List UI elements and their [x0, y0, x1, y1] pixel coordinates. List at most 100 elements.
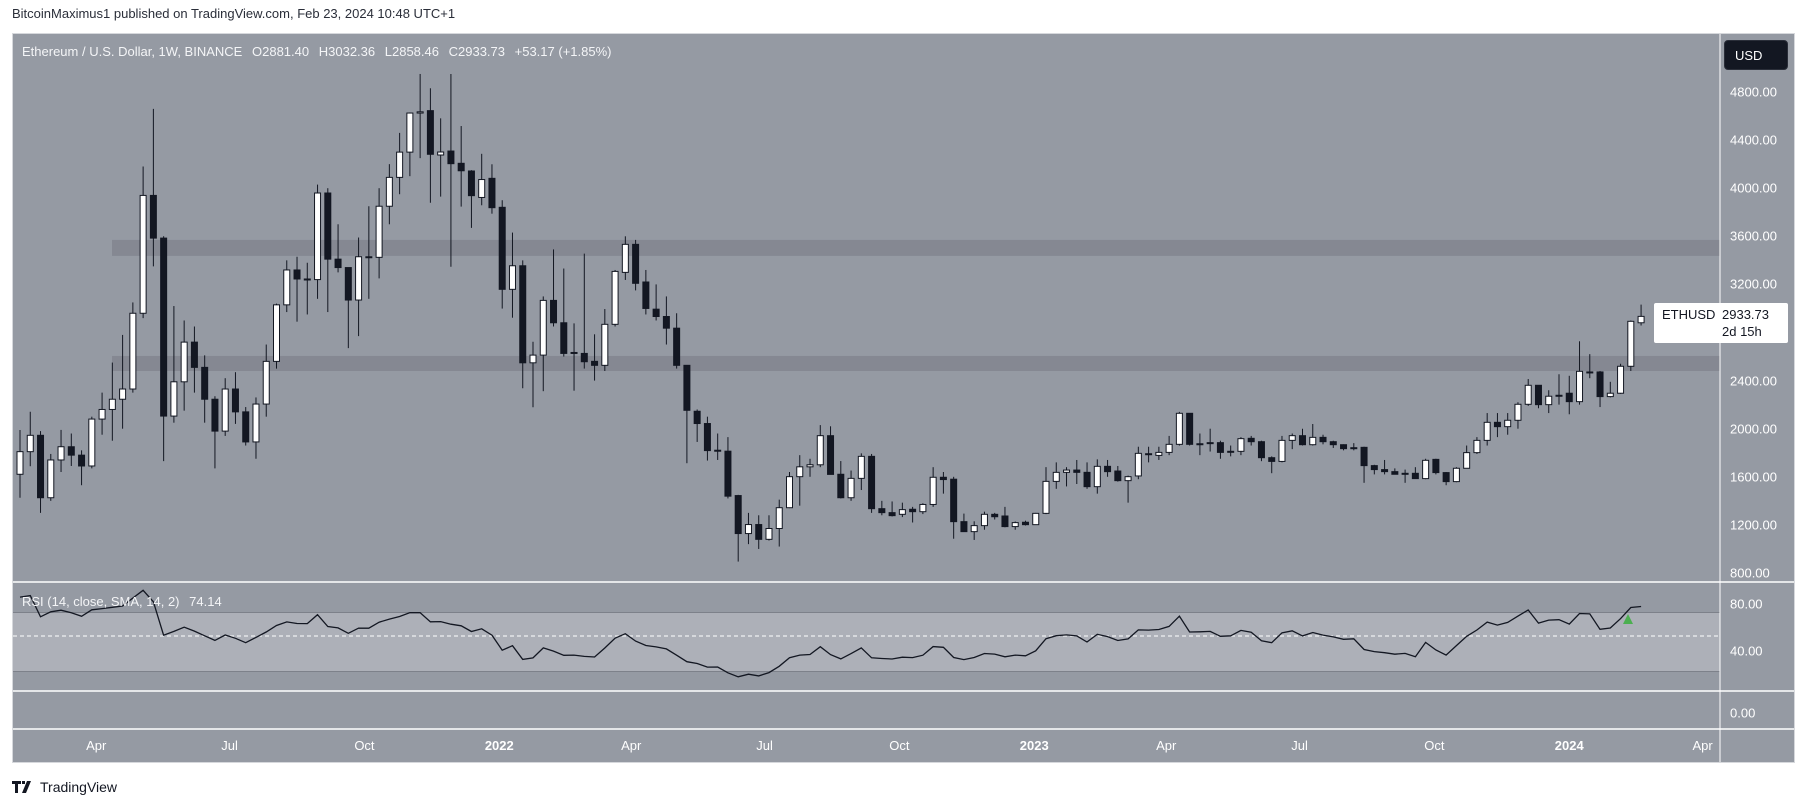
candle-body-down [149, 194, 157, 239]
price-axis-label: 800.00 [1730, 565, 1770, 581]
candle-body-down [334, 258, 342, 269]
price-axis-label: 3600.00 [1730, 228, 1777, 244]
candle-body-down [447, 150, 455, 165]
currency-button[interactable]: USD [1724, 40, 1788, 70]
candle [1452, 467, 1460, 483]
candle [939, 471, 947, 494]
candle-body-up [1576, 370, 1584, 403]
candle-body-down [1596, 371, 1604, 398]
symbol-legend: Ethereum / U.S. Dollar, 1W, BINANCE O288… [22, 44, 617, 59]
candle [857, 453, 865, 491]
candle-body-up [262, 360, 270, 405]
last-price-symbol: ETHUSD [1662, 307, 1716, 322]
time-axis-label: Jul [756, 738, 773, 753]
candle-body-down [673, 327, 681, 366]
candle-body-up [437, 151, 445, 156]
candle [426, 88, 434, 203]
candle [1268, 456, 1276, 474]
candle-body-up [314, 192, 322, 281]
candle-body-up [129, 312, 137, 390]
footer-brand[interactable]: TradingView [12, 779, 117, 795]
candle-body-up [180, 341, 188, 383]
candle [119, 334, 127, 429]
candle-body-down [324, 192, 332, 260]
rsi-band [13, 612, 1720, 672]
candle [355, 237, 363, 337]
candle [375, 188, 383, 279]
candle-body-up [283, 269, 291, 306]
candle [1381, 459, 1389, 475]
high-label: H [318, 44, 329, 59]
bullish-signal-triangle-icon [1623, 614, 1633, 624]
candle-body-down [560, 322, 568, 354]
candle [611, 269, 619, 327]
candle [488, 164, 496, 214]
candle-body-up [1504, 419, 1512, 428]
candle-body-up [1463, 452, 1471, 469]
rsi-title[interactable]: RSI (14, close, SMA, 14, 2) [22, 594, 180, 609]
candle [252, 397, 260, 459]
candle [1319, 434, 1327, 445]
candle [1196, 433, 1204, 456]
candle [919, 503, 927, 515]
candle-body-down [1565, 392, 1573, 403]
candle-body-up [1606, 392, 1614, 398]
candle-body-down [909, 508, 917, 513]
candle-body-up [508, 265, 516, 290]
candle-body-up [765, 528, 773, 540]
candle [1011, 521, 1019, 530]
candle [827, 426, 835, 475]
candle [1175, 411, 1183, 446]
candle-body-up [1524, 384, 1532, 405]
candle [139, 166, 147, 319]
symbol-title[interactable]: Ethereum / U.S. Dollar, 1W, BINANCE [22, 44, 243, 59]
candle-body-down [519, 265, 527, 364]
rsi-value: 74.14 [189, 594, 222, 609]
candle [1063, 467, 1071, 487]
candle [1493, 413, 1501, 438]
candle [796, 455, 804, 506]
candle [1463, 445, 1471, 469]
candle [724, 437, 732, 499]
candle-body-up [806, 464, 814, 468]
candle-body-down [652, 308, 660, 318]
candle-body-up [1545, 395, 1553, 406]
candle [1422, 458, 1430, 480]
candle [314, 184, 322, 299]
candle-body-down [550, 299, 558, 324]
candle-body-down [344, 267, 352, 301]
candle [303, 262, 311, 315]
candle [1186, 412, 1194, 446]
candle [396, 132, 404, 195]
candle-body-up [1227, 450, 1235, 453]
candle [1032, 512, 1040, 526]
candle-body-up [1032, 512, 1040, 526]
candle-body-down [642, 281, 650, 309]
time-axis-label: 2023 [1019, 738, 1049, 753]
price-axis-label: 1600.00 [1730, 469, 1777, 485]
candle-body-up [1011, 522, 1019, 528]
candle-body-down [703, 423, 711, 452]
candle-body-up [539, 299, 547, 356]
candle-body-down [1247, 437, 1255, 443]
candle [190, 326, 198, 393]
candle-body-up [139, 194, 147, 314]
candle-body-down [837, 473, 845, 499]
time-axis-label: Jul [1291, 738, 1308, 753]
candle [1504, 413, 1512, 435]
candle [1278, 435, 1286, 463]
candle-body-up [1586, 371, 1594, 374]
candle [950, 476, 958, 539]
candle [1586, 354, 1594, 379]
candle [1637, 304, 1645, 326]
candle [929, 467, 937, 507]
candle [980, 511, 988, 530]
candle [1145, 446, 1153, 463]
candle [293, 256, 301, 322]
candle [775, 499, 783, 547]
candle [1237, 437, 1245, 456]
candle [960, 513, 968, 533]
candle [1524, 379, 1532, 406]
candle-body-up [621, 243, 629, 273]
